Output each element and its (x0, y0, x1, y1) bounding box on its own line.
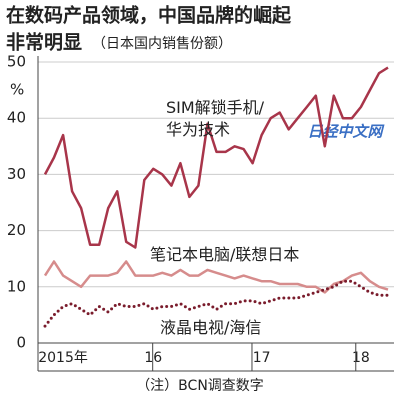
series-line (43, 66, 389, 249)
y-tick-label: 40 (7, 109, 26, 127)
series-label: 笔记本电脑/联想日本 (150, 245, 300, 264)
note: （注）BCN调查数字 (136, 378, 264, 394)
y-axis-label: % (10, 81, 24, 99)
chart-title: 在数码产品领域，中国品牌的崛起 (6, 4, 292, 27)
series-line (43, 279, 390, 328)
y-tick-label: 10 (7, 277, 26, 295)
watermark: 日经中文网 (307, 123, 385, 141)
chart-title: 非常明显 (6, 31, 82, 54)
y-tick-label: 50 (7, 53, 26, 71)
y-tick-label: 20 (7, 221, 26, 239)
y-tick-label: 0 (16, 334, 26, 352)
x-tick-label: 18 (352, 350, 370, 366)
x-tick-label: 16 (144, 350, 162, 366)
y-tick-label: 30 (7, 165, 26, 183)
series-label: SIM解锁手机/华为技术 (166, 98, 265, 139)
series-line (43, 260, 389, 294)
series-label: 液晶电视/海信 (160, 318, 262, 337)
chart-subtitle: （日本国内销售份额） (92, 36, 232, 52)
x-tick-label: 2015年 (38, 350, 88, 366)
x-tick-label: 17 (253, 350, 271, 366)
